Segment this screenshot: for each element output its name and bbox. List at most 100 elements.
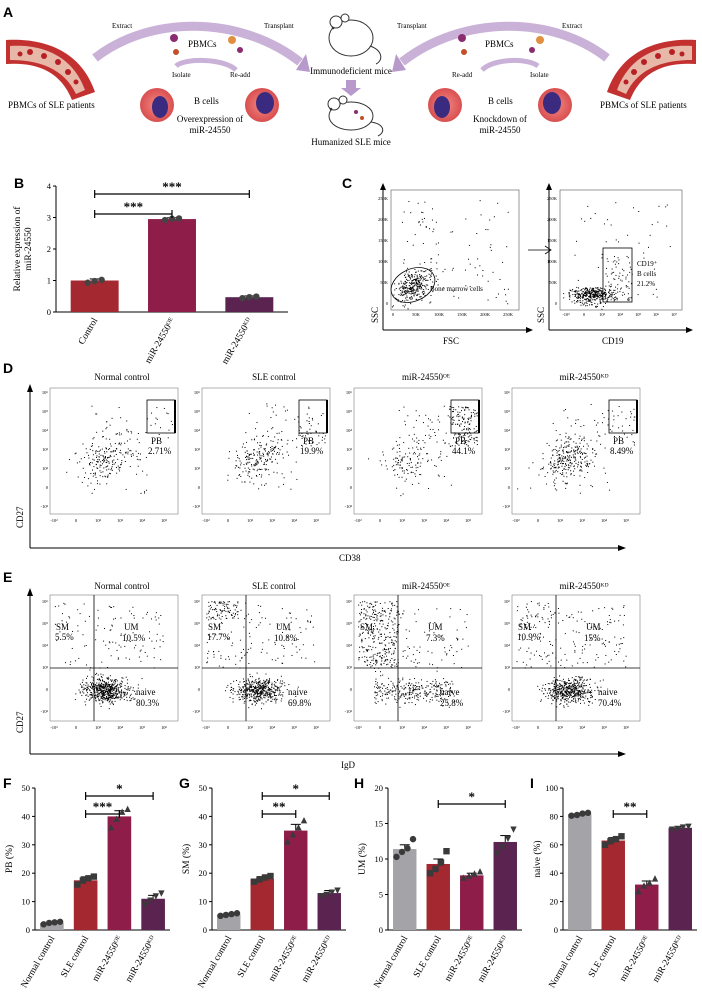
event-dot: [421, 685, 423, 687]
event-dot: [452, 267, 454, 269]
event-dot: [81, 481, 83, 483]
event-dot: [594, 682, 596, 684]
event-dot: [308, 407, 310, 409]
event-dot: [94, 488, 96, 490]
event-dot: [101, 693, 103, 695]
tick-label: 0: [46, 485, 49, 490]
event-dot: [259, 699, 261, 701]
event-dot: [209, 608, 211, 610]
event-dot: [575, 631, 577, 633]
event-dot: [466, 407, 468, 409]
event-dot: [551, 450, 553, 452]
event-dot: [408, 285, 410, 287]
event-dot: [586, 305, 588, 307]
event-dot: [238, 458, 240, 460]
tick-label: 0: [227, 725, 230, 730]
tick-label: 10⁴: [42, 643, 49, 648]
event-dot: [374, 637, 376, 639]
event-dot: [445, 432, 447, 434]
event-dot: [86, 682, 88, 684]
event-dot: [594, 302, 596, 304]
event-dot: [216, 615, 218, 617]
event-dot: [413, 646, 415, 648]
axis-label-ssc: SSC: [370, 307, 380, 323]
event-dot: [474, 415, 476, 417]
event-dot: [471, 415, 473, 417]
event-dot: [119, 432, 121, 434]
event-dot: [97, 460, 99, 462]
event-dot: [598, 608, 600, 610]
event-dot: [109, 687, 111, 689]
event-dot: [388, 684, 390, 686]
event-dot: [371, 615, 373, 617]
event-dot: [247, 690, 249, 692]
event-dot: [429, 279, 431, 281]
event-dot: [577, 446, 579, 448]
event-dot: [234, 609, 236, 611]
event-dot: [91, 445, 93, 447]
event-dot: [412, 289, 414, 291]
event-dot: [578, 438, 580, 440]
tick-label: 10³: [399, 725, 406, 730]
event-dot: [385, 649, 387, 651]
event-dot: [608, 292, 610, 294]
b-cell-icon: [140, 88, 174, 122]
event-dot: [422, 293, 424, 295]
event-dot: [244, 481, 246, 483]
tick-label: -10²: [512, 518, 520, 523]
event-dot: [505, 294, 507, 296]
event-dot: [261, 691, 263, 693]
event-dot: [243, 690, 245, 692]
flow-plot-cd19-ssc: CD19⁺ B cells 21.2%: [559, 189, 683, 311]
event-dot: [538, 604, 540, 606]
event-dot: [104, 684, 106, 686]
event-dot: [553, 677, 555, 679]
event-dot: [557, 696, 559, 698]
event-dot: [562, 678, 564, 680]
event-dot: [406, 295, 408, 297]
event-dot: [651, 224, 653, 226]
event-dot: [228, 601, 230, 603]
event-dot: [246, 615, 248, 617]
event-dot: [450, 686, 452, 688]
event-dot: [239, 460, 241, 462]
event-dot: [397, 611, 399, 613]
event-dot: [109, 642, 111, 644]
event-dot: [590, 694, 592, 696]
event-dot: [396, 474, 398, 476]
event-dot: [614, 278, 616, 280]
event-dot: [386, 652, 388, 654]
gate-label-bcells: B cells: [637, 270, 657, 278]
event-dot: [566, 445, 568, 447]
event-dot: [246, 652, 248, 654]
event-dot: [468, 428, 470, 430]
event-dot: [405, 629, 407, 631]
event-dot: [365, 629, 367, 631]
event-dot: [227, 474, 229, 476]
event-dot: [423, 697, 425, 699]
event-dot: [274, 690, 276, 692]
event-dot: [607, 300, 609, 302]
event-dot: [527, 617, 529, 619]
event-dot: [559, 454, 561, 456]
event-dot: [308, 440, 310, 442]
event-dot: [559, 434, 561, 436]
event-dot: [451, 445, 453, 447]
event-dot: [137, 432, 139, 434]
event-dot: [376, 628, 378, 630]
event-dot: [408, 276, 410, 278]
event-dot: [589, 634, 591, 636]
event-dot: [589, 299, 591, 301]
event-dot: [246, 463, 248, 465]
event-dot: [221, 610, 223, 612]
event-dot: [411, 297, 413, 299]
event-dot: [582, 453, 584, 455]
event-dot: [582, 645, 584, 647]
event-dot: [90, 461, 92, 463]
event-dot: [372, 632, 374, 634]
event-dot: [211, 601, 213, 603]
event-dot: [437, 429, 439, 431]
event-dot: [447, 415, 449, 417]
tick-label: 10⁴: [443, 518, 450, 523]
event-dot: [247, 458, 249, 460]
